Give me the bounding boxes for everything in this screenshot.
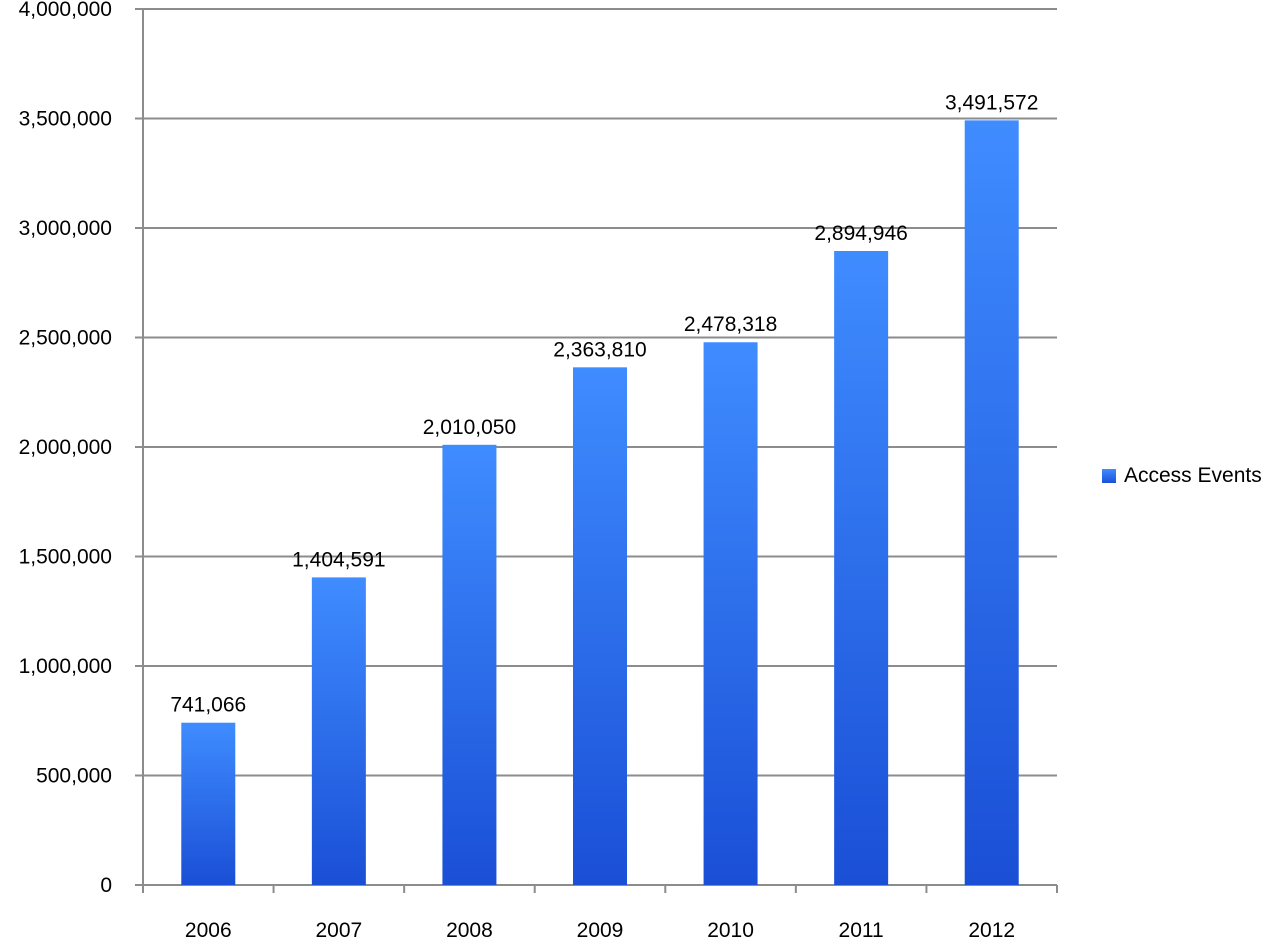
data-label: 2,363,810 — [553, 338, 646, 361]
y-tick-label: 3,000,000 — [19, 217, 112, 240]
axes — [135, 8, 1058, 893]
y-tick-label: 4,000,000 — [19, 0, 112, 21]
data-label: 2,010,050 — [423, 416, 516, 439]
bar — [181, 722, 236, 885]
data-label: 1,404,591 — [292, 548, 385, 571]
legend: Access Events — [1102, 464, 1262, 488]
x-tick-label: 2009 — [577, 919, 624, 938]
x-tick-label: 2010 — [707, 919, 754, 938]
data-label: 741,066 — [170, 694, 246, 717]
bar — [964, 120, 1019, 886]
x-tick-label: 2006 — [185, 919, 232, 938]
y-tick-label: 0 — [100, 874, 112, 897]
y-tick-label: 1,500,000 — [19, 546, 112, 569]
y-tick-label: 2,000,000 — [19, 436, 112, 459]
x-tick-label: 2012 — [968, 919, 1015, 938]
x-tick-labels: 2006 2007 2008 2009 2010 2011 2012 — [185, 919, 1015, 938]
bar — [834, 251, 889, 885]
y-tick-label: 3,500,000 — [19, 108, 112, 131]
y-tick-label: 1,000,000 — [19, 655, 112, 678]
x-tick-label: 2007 — [315, 919, 362, 938]
x-tick-label: 2011 — [839, 919, 884, 938]
y-tick-label: 500,000 — [36, 765, 112, 788]
bar — [311, 577, 366, 885]
bar — [703, 342, 758, 885]
y-tick-labels: 0 500,000 1,000,000 1,500,000 2,000,000 2,500… — [19, 0, 112, 897]
data-label: 3,491,572 — [945, 91, 1038, 114]
x-tick-label: 2008 — [446, 919, 493, 938]
data-label: 2,894,946 — [814, 222, 907, 245]
data-label: 2,478,318 — [684, 313, 777, 336]
bar — [442, 444, 497, 885]
bar — [573, 367, 627, 885]
data-labels: 741,066 1,404,591 2,010,050 2,363,810 2,478,… — [170, 91, 1038, 716]
legend-swatch — [1102, 469, 1116, 483]
legend-label: Access Events — [1124, 464, 1262, 487]
bars — [181, 120, 1019, 886]
y-tick-label: 2,500,000 — [19, 327, 112, 350]
